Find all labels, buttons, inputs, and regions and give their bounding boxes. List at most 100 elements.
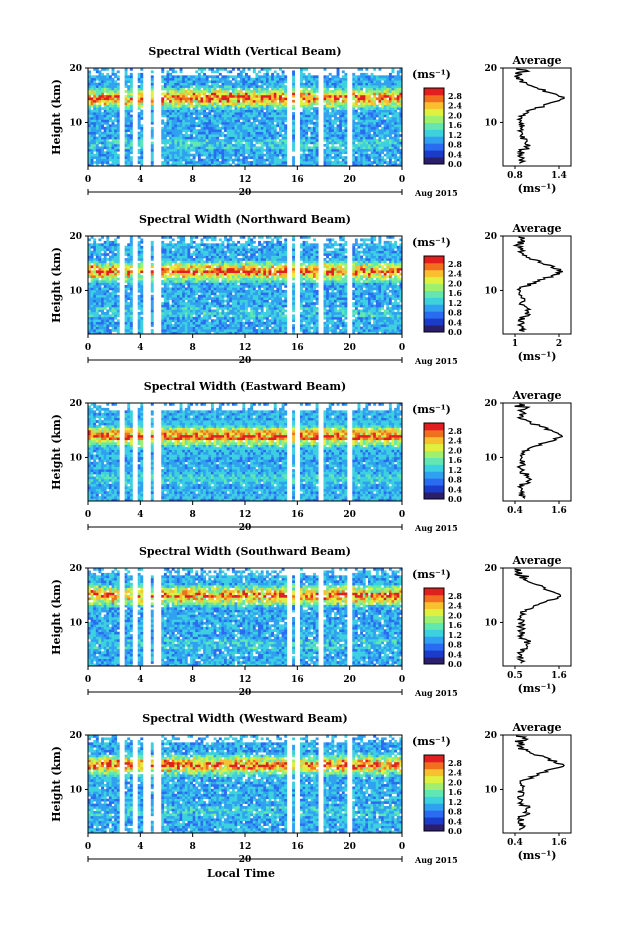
heatmap-cell: [103, 126, 107, 130]
heatmap-cell: [399, 104, 403, 108]
heatmap-cell: [124, 326, 128, 330]
heatmap-cell: [129, 121, 133, 125]
heatmap-cell: [373, 119, 377, 123]
heatmap-cell: [192, 304, 196, 308]
heatmap-cell: [229, 156, 233, 159]
heatmap-cell: [255, 134, 259, 137]
heatmap-cell: [210, 161, 214, 164]
heatmap-cell: [388, 156, 392, 159]
heatmap-cell: [203, 75, 207, 79]
heatmap-cell: [166, 85, 170, 88]
heatmap-cell: [396, 146, 400, 150]
heatmap-cell: [218, 97, 222, 101]
heatmap-cell: [200, 255, 204, 259]
heatmap-cell: [242, 97, 246, 101]
heatmap-cell: [174, 267, 178, 271]
heatmap-cell: [174, 139, 178, 142]
heatmap-cell: [313, 124, 316, 128]
heatmap-cell: [174, 245, 178, 249]
heatmap-cell: [111, 297, 115, 300]
heatmap-cell: [137, 156, 141, 159]
heatmap-cell: [161, 121, 165, 125]
heatmap-cell: [381, 112, 384, 115]
heatmap-cell: [313, 129, 316, 132]
heatmap-cell: [383, 80, 387, 83]
heatmap-cell: [323, 90, 327, 93]
heatmap-cell: [192, 309, 196, 313]
heatmap-cell: [221, 153, 225, 157]
heatmap-cell: [231, 161, 235, 164]
heatmap-cell: [221, 99, 225, 103]
heatmap-cell: [129, 236, 133, 239]
heatmap-cell: [140, 311, 144, 315]
heatmap-cell: [166, 267, 170, 271]
heatmap-cell: [88, 245, 91, 249]
heatmap-cell: [93, 245, 97, 249]
heatmap-cell: [360, 75, 364, 79]
heatmap-cell: [216, 114, 220, 118]
heatmap-cell: [245, 99, 248, 103]
heatmap-cell: [203, 243, 207, 247]
heatmap-cell: [116, 255, 120, 259]
heatmap-cell: [101, 331, 104, 335]
heatmap-cell: [247, 112, 251, 115]
heatmap-cell: [176, 324, 180, 327]
heatmap-cell: [331, 131, 335, 135]
heatmap-cell: [190, 158, 193, 162]
heatmap-cell: [179, 114, 183, 118]
heatmap-cell: [169, 99, 173, 103]
heatmap-cell: [258, 109, 261, 113]
heatmap-cell: [367, 75, 371, 79]
heatmap-cell: [328, 119, 332, 123]
heatmap-cell: [140, 143, 144, 147]
heatmap-cell: [169, 119, 173, 123]
heatmap-cell: [268, 82, 272, 86]
heatmap-cell: [394, 134, 398, 137]
heatmap-cell: [205, 289, 209, 293]
heatmap-cell: [333, 148, 337, 152]
heatmap-cell: [357, 82, 361, 86]
heatmap-cell: [192, 262, 196, 266]
heatmap-cell: [179, 277, 183, 281]
heatmap-cell: [250, 114, 254, 118]
heatmap-cell: [326, 114, 330, 118]
heatmap-cell: [88, 75, 91, 79]
heatmap-cell: [111, 329, 115, 332]
heatmap-cell: [179, 136, 183, 140]
heatmap-cell: [263, 99, 267, 103]
heatmap-cell: [101, 292, 104, 296]
heatmap-cell: [200, 250, 204, 254]
heatmap-cell: [129, 158, 133, 162]
heatmap-cell: [341, 97, 345, 101]
heatmap-cell: [111, 139, 115, 142]
heatmap-cell: [396, 139, 400, 142]
heatmap-cell: [88, 151, 91, 155]
heatmap-cell: [360, 77, 364, 81]
heatmap-cell: [205, 329, 209, 332]
heatmap-cell: [140, 285, 144, 288]
heatmap-cell: [231, 151, 235, 155]
heatmap-cell: [111, 250, 115, 254]
heatmap-cell: [237, 68, 241, 71]
heatmap-cell: [192, 121, 196, 125]
heatmap-cell: [137, 85, 141, 88]
heatmap-cell: [323, 97, 327, 101]
heatmap-cell: [203, 129, 207, 132]
heatmap-cell: [169, 314, 173, 318]
heatmap-cell: [187, 153, 191, 157]
heatmap-cell: [231, 87, 235, 91]
heatmap-cell: [174, 156, 178, 159]
heatmap-cell: [184, 112, 188, 115]
heatmap-cell: [101, 282, 104, 286]
heatmap-cell: [171, 141, 175, 145]
heatmap-cell: [161, 114, 165, 118]
heatmap-cell: [357, 104, 361, 108]
heatmap-cell: [399, 102, 403, 106]
heatmap-cell: [245, 75, 248, 79]
heatmap-cell: [234, 92, 238, 96]
heatmap-cell: [111, 326, 115, 330]
heatmap-cell: [279, 77, 282, 81]
heatmap-cell: [362, 156, 366, 159]
heatmap-cell: [182, 329, 186, 332]
heatmap-cell: [195, 92, 199, 96]
